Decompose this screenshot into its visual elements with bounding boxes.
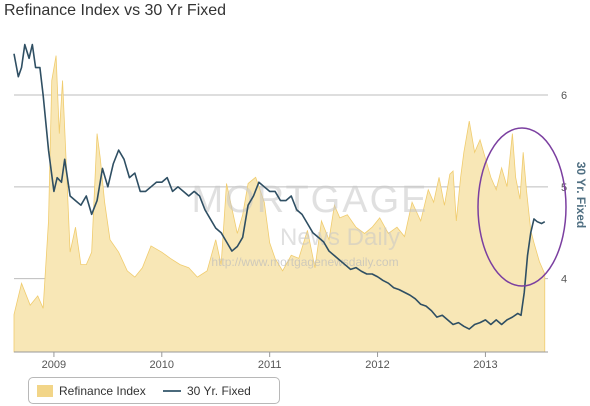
thirty-yr-fixed-line xyxy=(13,43,546,330)
watermark-line2: News Daily xyxy=(280,224,400,251)
legend-item-fixed[interactable]: 30 Yr. Fixed xyxy=(163,384,251,398)
highlight-ellipse xyxy=(477,127,567,287)
legend-label: 30 Yr. Fixed xyxy=(187,384,251,398)
line-series-30-yr-fixed xyxy=(13,43,546,330)
y-tick-label: 6 xyxy=(561,90,567,102)
x-tick-label: 2011 xyxy=(258,359,282,371)
y-tick-label: 4 xyxy=(561,274,567,286)
refinance-index-area xyxy=(13,55,546,353)
x-tick-label: 2009 xyxy=(42,359,66,371)
legend: Refinance Index 30 Yr. Fixed xyxy=(28,377,280,404)
watermark-line1: MORTGAGE xyxy=(192,179,429,221)
legend-item-refinance[interactable]: Refinance Index xyxy=(37,384,146,398)
watermark: MORTGAGE News Daily http://www.mortgagen… xyxy=(192,179,429,269)
y-axis-right: 4 5 6 xyxy=(561,90,567,286)
x-tick-label: 2012 xyxy=(365,359,389,371)
y-tick-label: 5 xyxy=(561,182,567,194)
x-axis: 2009 2010 2011 2012 2013 xyxy=(14,351,548,371)
y-axis-title: 30 Yr. Fixed xyxy=(574,162,588,229)
x-tick-label: 2010 xyxy=(150,359,174,371)
area-series-refinance-index xyxy=(13,55,546,353)
chart-title: Refinance Index vs 30 Yr Fixed xyxy=(4,2,227,19)
area-swatch-icon xyxy=(37,385,53,397)
x-tick-label: 2013 xyxy=(473,359,497,371)
legend-label: Refinance Index xyxy=(59,384,146,398)
line-swatch-icon xyxy=(163,390,181,392)
watermark-line3: http://www.mortgagenewsdaily.com xyxy=(211,255,398,269)
